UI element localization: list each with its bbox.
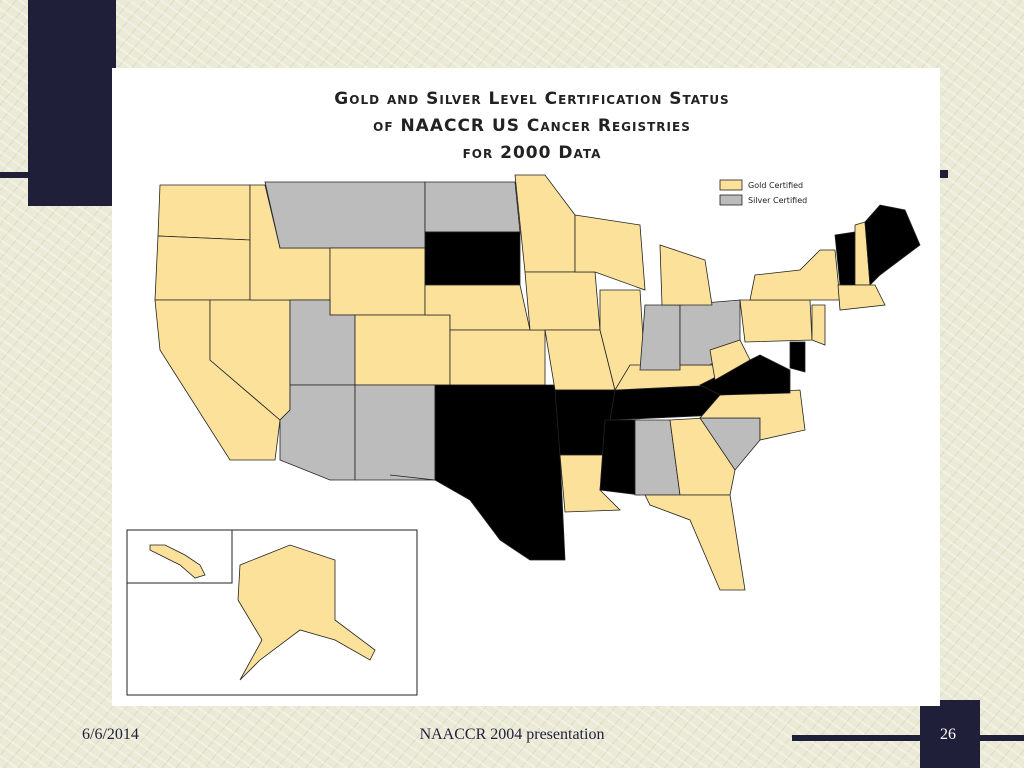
state bbox=[669, 417, 736, 496]
state bbox=[659, 244, 713, 306]
legend-label: Gold Certified bbox=[748, 181, 803, 190]
state bbox=[644, 494, 746, 591]
state bbox=[264, 181, 426, 249]
state bbox=[354, 314, 451, 386]
footer-date: 6/6/2014 bbox=[82, 726, 139, 743]
legend-label: Silver Certified bbox=[748, 196, 807, 205]
state bbox=[154, 235, 251, 301]
map-title: of NAACCR US Cancer Registries bbox=[373, 116, 691, 136]
state bbox=[749, 249, 841, 301]
state bbox=[424, 231, 521, 286]
state bbox=[329, 247, 426, 316]
decor-line bbox=[980, 735, 1024, 741]
state bbox=[739, 299, 813, 343]
state bbox=[709, 339, 751, 381]
state bbox=[837, 284, 886, 311]
state bbox=[599, 419, 641, 496]
inset-frame bbox=[126, 529, 418, 696]
alaska bbox=[237, 544, 376, 681]
page-number: 26 bbox=[940, 726, 956, 743]
state bbox=[639, 304, 681, 371]
map-panel: Gold and Silver Level Certification Stat… bbox=[112, 68, 940, 706]
state bbox=[699, 389, 806, 441]
state bbox=[354, 384, 436, 481]
state bbox=[789, 341, 806, 373]
states bbox=[154, 174, 921, 591]
state bbox=[559, 454, 621, 513]
inset-frame bbox=[126, 529, 233, 584]
state bbox=[157, 184, 251, 241]
legend-swatch bbox=[719, 194, 743, 206]
state bbox=[524, 271, 601, 331]
decor-block bbox=[28, 0, 116, 206]
legend-swatch bbox=[719, 179, 743, 191]
map-title: for 2000 Data bbox=[463, 143, 602, 163]
footer-text: NAACCR 2004 presentation bbox=[419, 726, 605, 743]
decor-line bbox=[792, 735, 920, 741]
state bbox=[811, 304, 826, 346]
state bbox=[574, 214, 646, 291]
hawaii bbox=[149, 544, 206, 579]
map-title: Gold and Silver Level Certification Stat… bbox=[334, 89, 729, 109]
decor-block bbox=[920, 700, 980, 768]
decor-line bbox=[940, 170, 948, 178]
decor-line bbox=[0, 172, 112, 178]
state bbox=[424, 181, 521, 233]
state bbox=[449, 329, 546, 386]
